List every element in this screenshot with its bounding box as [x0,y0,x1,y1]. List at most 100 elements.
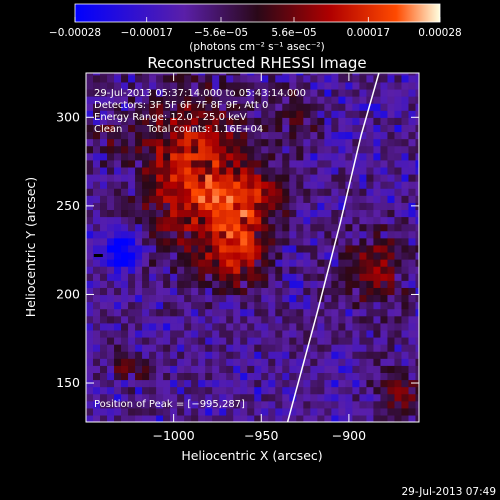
heatmap-cell [296,266,304,274]
heatmap-cell [261,244,269,253]
heatmap-cell [415,407,419,416]
heatmap-cell [205,379,213,388]
heatmap-cell [226,329,234,338]
heatmap-cell [296,329,304,338]
heatmap-cell [359,202,368,211]
heatmap-cell [275,244,283,253]
heatmap-cell [170,351,178,359]
heatmap-cell [86,131,94,140]
heatmap-cell [338,301,346,310]
heatmap-cell [156,244,164,253]
heatmap-cell [366,294,375,303]
heatmap-cell [338,138,346,147]
heatmap-cell [247,407,255,416]
heatmap-cell [100,202,108,211]
heatmap-cell [289,131,297,140]
heatmap-cell [142,358,150,366]
heatmap-cell [128,351,136,359]
heatmap-cell [247,230,255,239]
heatmap-cell [135,195,143,203]
heatmap-cell [373,365,382,373]
heatmap-cell [114,73,122,76]
heatmap-cell [226,280,234,288]
heatmap-cell [205,301,213,310]
heatmap-cell [128,195,136,203]
heatmap-cell [149,173,157,182]
heatmap-cell [310,131,318,140]
heatmap-cell [149,96,157,104]
heatmap-cell [191,308,199,317]
heatmap-cell [345,294,353,303]
heatmap-cell [149,117,157,125]
heatmap-cell [303,294,311,303]
heatmap-cell [338,216,346,225]
heatmap-cell [142,344,150,352]
heatmap-cell [394,145,403,154]
heatmap-cell [380,308,389,317]
heatmap-cell [170,173,178,182]
heatmap-cell [121,173,129,182]
heatmap-cell [107,287,115,296]
heatmap-cell [401,358,410,366]
heatmap-cell [233,294,241,303]
heatmap-cell [142,259,150,267]
heatmap-cell [142,138,150,147]
heatmap-cell [380,372,389,381]
heatmap-cell [135,344,143,352]
heatmap-cell [415,266,419,274]
heatmap-cell [128,159,136,168]
heatmap-cell [387,73,396,76]
heatmap-cell [135,188,143,196]
heatmap-cell [310,365,318,373]
heatmap-cell [191,259,199,267]
heatmap-cell [128,74,136,83]
heatmap-cell [401,322,410,331]
heatmap-cell [198,259,206,267]
heatmap-cell [387,209,396,218]
heatmap-cell [107,280,115,288]
heatmap-cell [289,117,297,125]
heatmap-cell [184,216,192,225]
heatmap-cell [149,266,157,274]
heatmap-cell [247,351,255,359]
heatmap-cell [366,74,375,83]
heatmap-cell [163,386,171,395]
heatmap-cell [345,372,353,381]
heatmap-cell [121,414,129,422]
heatmap-cell [240,393,248,402]
heatmap-cell [240,407,248,416]
heatmap-cell [212,308,220,317]
heatmap-cell [359,152,368,161]
heatmap-cell [163,124,171,133]
heatmap-cell [338,322,346,331]
heatmap-cell [114,393,122,402]
heatmap-cell [219,117,227,125]
annotation-counts: Total counts: 1.16E+04 [146,124,263,135]
heatmap-cell [93,195,101,203]
heatmap-cell [135,173,143,182]
heatmap-cell [240,166,248,175]
heatmap-cell [415,223,419,232]
heatmap-cell [324,386,332,395]
heatmap-cell [247,322,255,331]
heatmap-cell [380,124,389,133]
heatmap-cell [240,372,248,381]
heatmap-cell [352,329,361,338]
heatmap-cell [100,358,108,366]
heatmap-cell [324,209,332,218]
heatmap-cell [198,336,206,345]
heatmap-cell [366,273,375,281]
heatmap-cell [338,202,346,211]
heatmap-cell [282,414,290,422]
heatmap-cell [219,195,227,203]
heatmap-cell [373,145,382,154]
heatmap-cell [149,195,157,203]
heatmap-cell [86,273,94,281]
heatmap-cell [303,266,311,274]
heatmap-cell [408,407,417,416]
x-tick-label: −900 [332,428,366,443]
heatmap-cell [128,110,136,118]
heatmap-cell [303,358,311,366]
heatmap-cell [268,181,276,189]
heatmap-cell [184,103,192,111]
